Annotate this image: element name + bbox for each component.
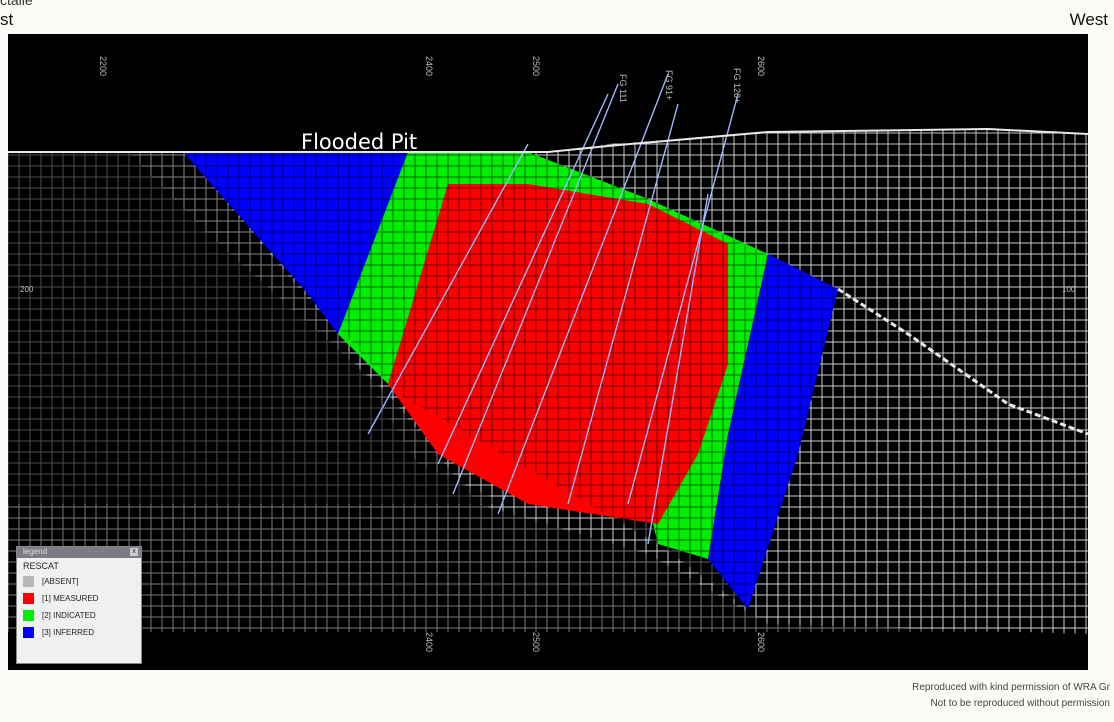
close-icon[interactable]: x [130, 548, 138, 556]
topography-line [8, 127, 1088, 153]
legend-swatch-indicated [23, 610, 34, 621]
legend-item-inferred[interactable]: [3] INFERRED [17, 624, 141, 641]
drill-hole-6 [627, 93, 739, 505]
ore-block-grid [183, 152, 838, 609]
west-label: West [1069, 10, 1108, 29]
drill-hole-2 [437, 93, 609, 465]
legend-swatch-inferred [23, 627, 34, 638]
drill-hole-4 [497, 73, 669, 515]
legend-title: legend [23, 547, 48, 556]
east-label: st [0, 10, 14, 29]
pit-shadow [8, 152, 508, 504]
flooded-pit-label: Flooded Pit [301, 130, 418, 154]
drill-hole-7 [647, 193, 709, 545]
legend-swatch-absent [23, 576, 34, 587]
header-fragment: ctalle [0, 0, 33, 8]
legend-item-measured[interactable]: [1] MEASURED [17, 590, 141, 607]
legend-titlebar[interactable]: legend x [17, 547, 141, 558]
credit-line-1: Reproduced with kind permission of WRA G… [912, 682, 1110, 693]
legend-item-label: [ABSENT] [42, 577, 79, 586]
pit-floor-line [837, 287, 1088, 436]
legend-item-label: [2] INDICATED [42, 611, 96, 620]
drill-hole-1 [367, 143, 529, 435]
legend-panel[interactable]: legend x RESCAT [ABSENT] [1] MEASURED [2… [16, 546, 142, 664]
legend-item-indicated[interactable]: [2] INDICATED [17, 607, 141, 624]
credit-line-2: Not to be reproduced without permission [930, 698, 1110, 709]
drill-hole-5 [567, 103, 679, 505]
legend-item-label: [3] INFERRED [42, 628, 95, 637]
block-model-section [8, 73, 1088, 634]
legend-field: RESCAT [23, 561, 59, 571]
legend-swatch-measured [23, 593, 34, 604]
drill-hole-3 [452, 83, 619, 495]
legend-item-label: [1] MEASURED [42, 594, 99, 603]
cross-section-viewport[interactable]: 2200 2400 2500 2600 FG 111 FG 91+ FG 120… [8, 34, 1088, 670]
legend-item-absent[interactable]: [ABSENT] [17, 573, 141, 590]
